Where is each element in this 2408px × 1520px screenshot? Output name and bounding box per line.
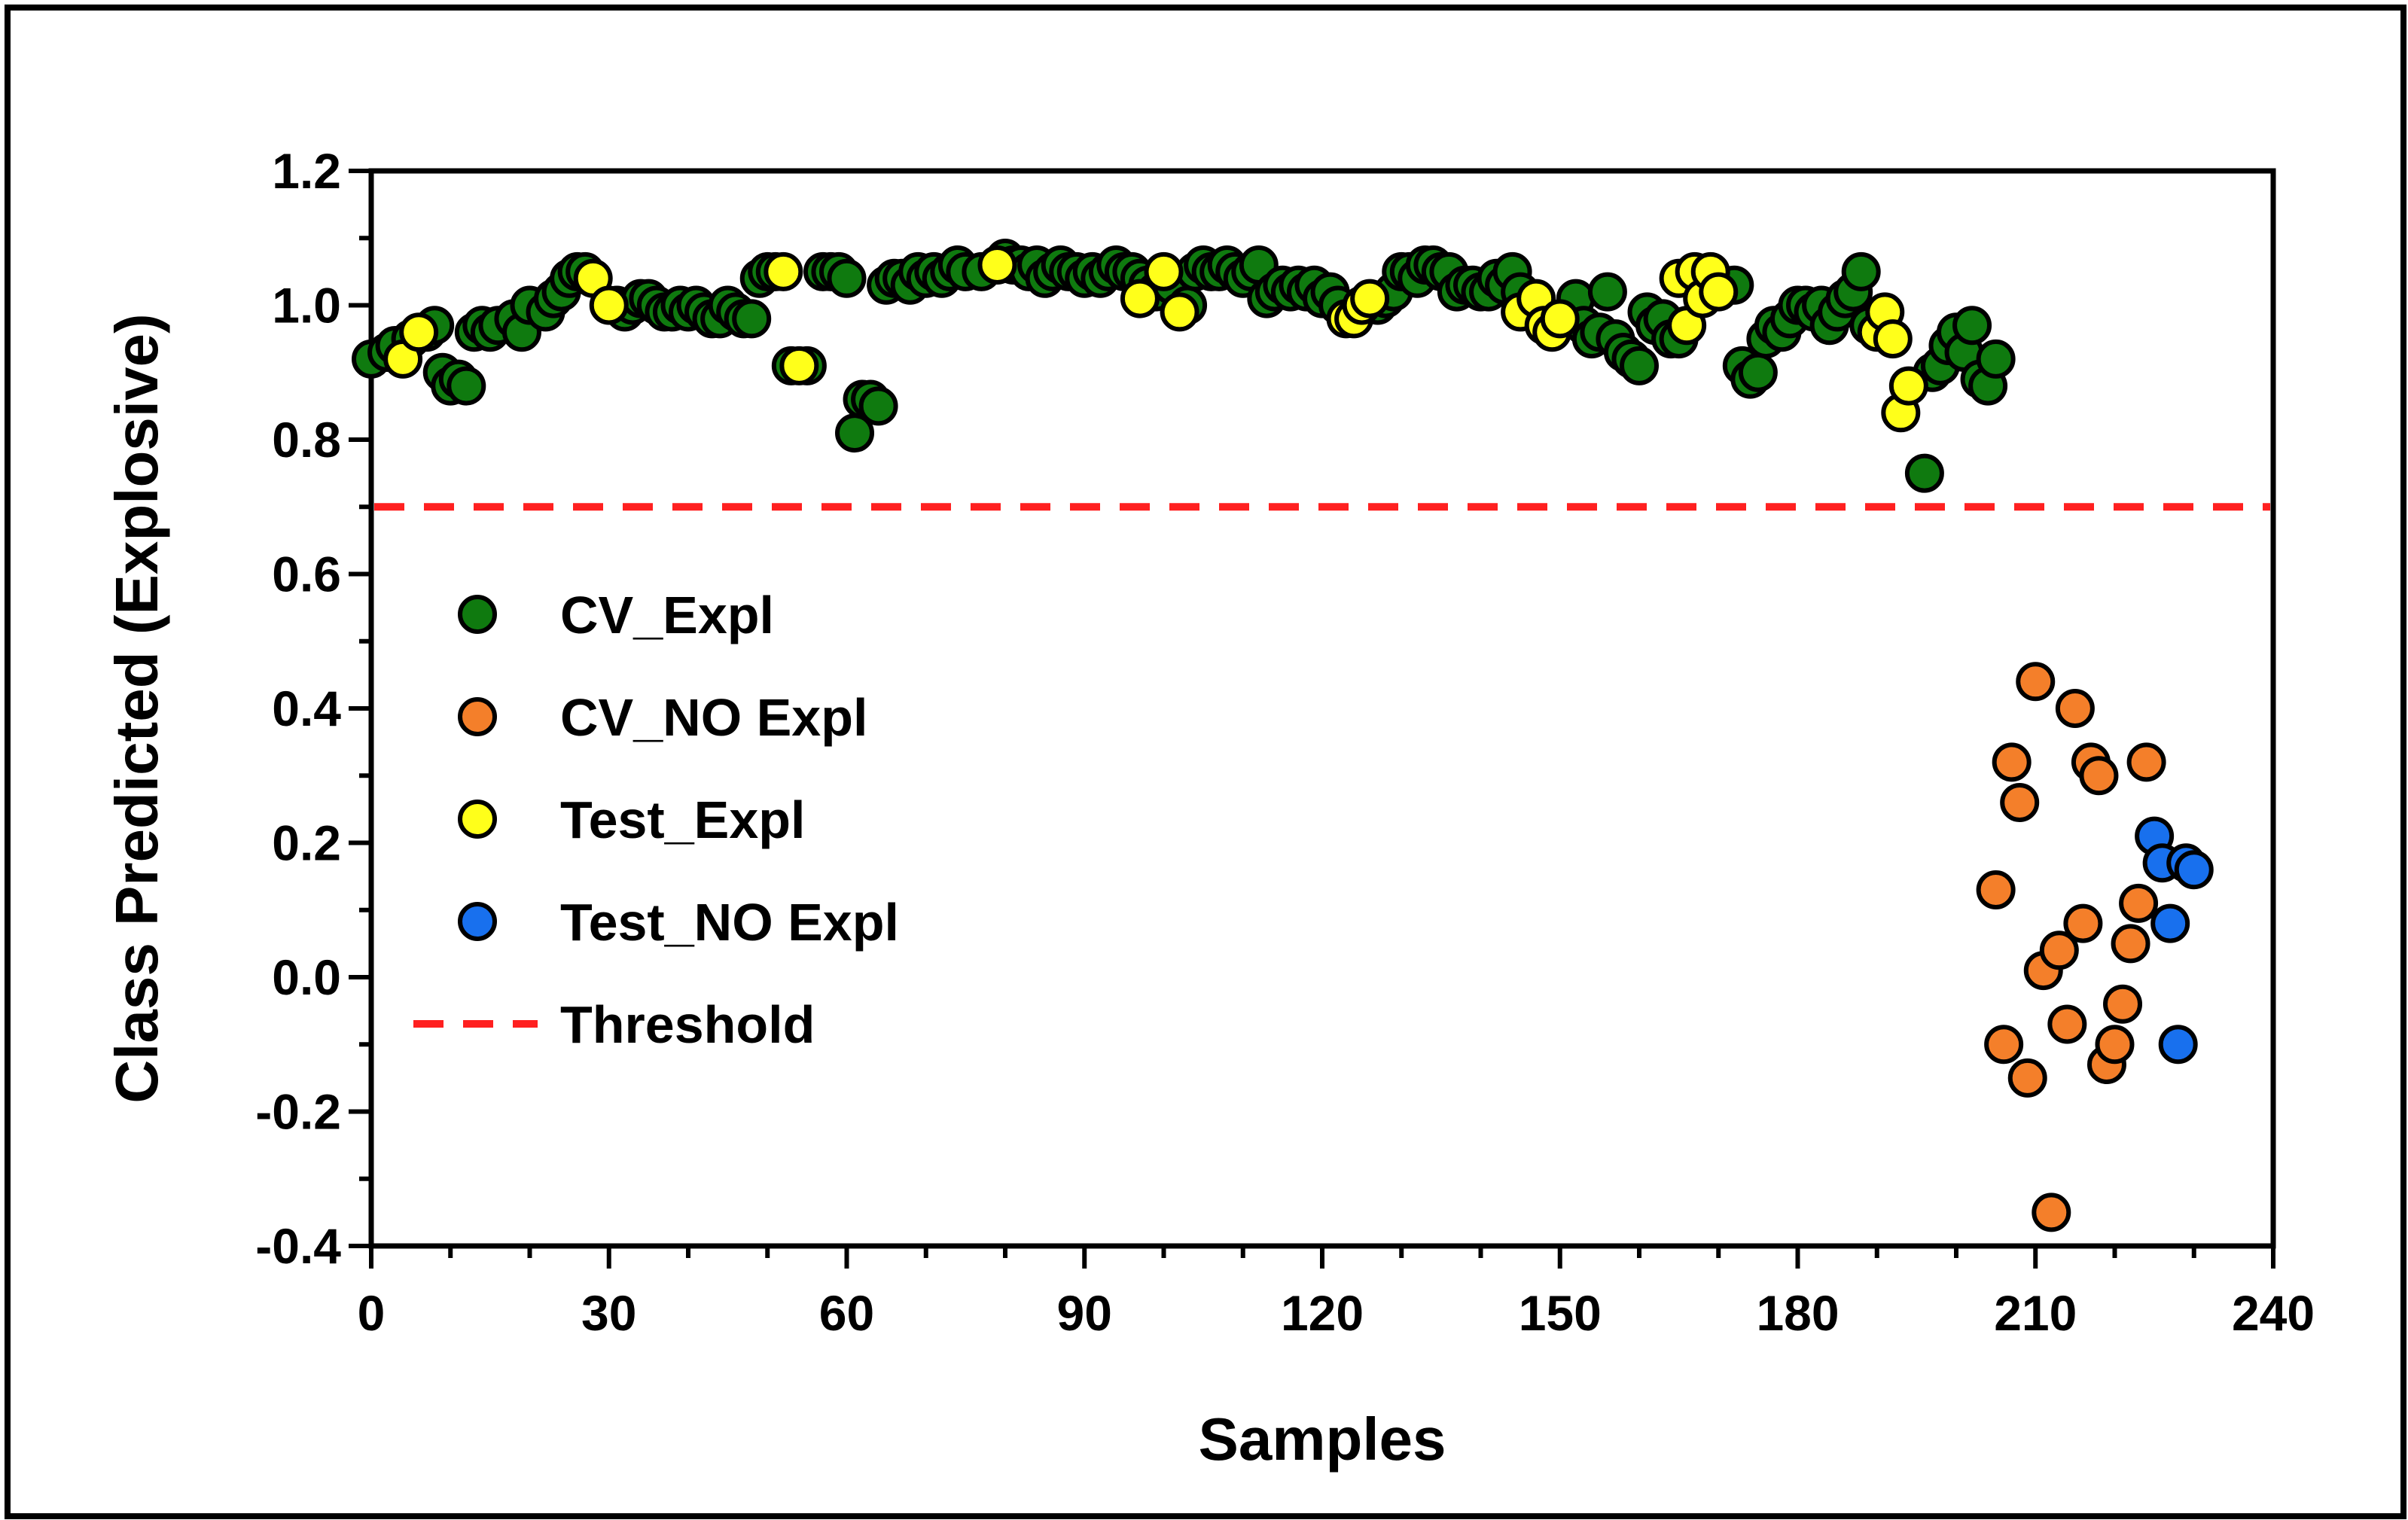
point-cv-expl — [1904, 453, 1944, 493]
point-test-expl — [399, 312, 439, 352]
point-cv-expl — [1738, 352, 1778, 392]
point-test-expl — [1699, 272, 1739, 312]
point-test-no-expl — [2174, 850, 2214, 890]
point-test-expl — [1540, 299, 1580, 339]
point-test-expl — [779, 346, 819, 385]
point-cv-no-expl — [2007, 1058, 2047, 1098]
point-cv-expl — [732, 299, 772, 339]
x-axis-title: Samples — [1198, 1406, 1446, 1473]
x-tick-label: 180 — [1756, 1285, 1839, 1341]
point-cv-no-expl — [2103, 984, 2143, 1024]
point-cv-no-expl — [1976, 870, 2016, 909]
x-tick-label: 150 — [1519, 1285, 1602, 1341]
point-test-expl — [1160, 292, 1199, 332]
legend-marker-cv-expl — [458, 595, 497, 634]
point-cv-no-expl — [1992, 742, 2032, 782]
legend-label-test-expl: Test_Expl — [560, 790, 806, 849]
point-test-expl — [1120, 279, 1160, 318]
y-tick-label: 1.0 — [272, 278, 341, 334]
point-cv-expl — [858, 386, 898, 426]
tick-marks — [349, 169, 2275, 1269]
point-cv-no-expl — [2079, 756, 2119, 796]
point-cv-no-expl — [2055, 689, 2095, 728]
point-test-expl — [764, 251, 803, 291]
legend-label-cv-no-expl: CV_NO Expl — [560, 688, 867, 747]
chart-svg: 1.2 1.0 0.8 0.6 0.4 0.2 0.0 -0.2 -0.4 0 30 60 90 120… — [103, 143, 2315, 1473]
y-tick-label: -0.4 — [255, 1218, 341, 1274]
point-test-expl — [1350, 279, 1390, 318]
y-tick-label: -0.2 — [255, 1084, 341, 1140]
legend-label-threshold: Threshold — [560, 995, 815, 1054]
point-cv-no-expl — [2000, 782, 2040, 822]
point-cv-expl — [1587, 272, 1627, 312]
point-cv-expl — [447, 366, 486, 406]
x-tick-label: 120 — [1281, 1285, 1364, 1341]
point-cv-expl — [1952, 306, 1992, 346]
legend-label-test-no-expl: Test_NO Expl — [560, 893, 899, 952]
point-test-expl — [1888, 366, 1928, 406]
x-tick-label: 60 — [819, 1285, 874, 1341]
point-cv-expl — [1841, 251, 1881, 291]
x-tick-label: 240 — [2232, 1285, 2315, 1341]
point-cv-no-expl — [2126, 742, 2166, 782]
point-cv-no-expl — [2119, 883, 2159, 923]
y-tick-label: 0.8 — [272, 412, 341, 468]
y-tick-labels: 1.2 1.0 0.8 0.6 0.4 0.2 0.0 -0.2 -0.4 — [255, 143, 341, 1274]
point-cv-no-expl — [2032, 1193, 2071, 1232]
x-tick-label: 0 — [358, 1285, 386, 1341]
y-tick-label: 1.2 — [272, 143, 341, 199]
point-cv-no-expl — [2063, 903, 2103, 943]
legend: CV_Expl CV_NO Expl Test_Expl Test_NO Expl Th… — [413, 586, 899, 1054]
point-cv-no-expl — [2016, 662, 2056, 702]
point-cv-no-expl — [2095, 1025, 2135, 1065]
x-tick-label: 90 — [1057, 1285, 1112, 1341]
point-test-expl — [1873, 319, 1913, 359]
x-tick-labels: 0 30 60 90 120 150 180 210 240 — [358, 1285, 2315, 1341]
point-test-expl — [589, 285, 629, 325]
point-cv-no-expl — [2047, 1004, 2087, 1044]
legend-label-cv-expl: CV_Expl — [560, 586, 774, 644]
point-cv-no-expl — [1984, 1025, 2024, 1065]
legend-marker-test-expl — [458, 800, 497, 839]
x-tick-label: 210 — [1994, 1285, 2077, 1341]
legend-marker-cv-no-expl — [458, 697, 497, 736]
point-cv-expl — [1620, 346, 1659, 385]
point-test-expl — [977, 245, 1017, 285]
y-axis-title: Class Predicted (Explosive) — [103, 313, 170, 1103]
y-tick-label: 0.0 — [272, 949, 341, 1005]
point-cv-no-expl — [2039, 931, 2079, 970]
legend-marker-test-no-expl — [458, 902, 497, 941]
point-cv-expl — [827, 258, 867, 298]
point-cv-expl — [1976, 339, 2016, 379]
point-test-no-expl — [2150, 903, 2190, 943]
point-test-no-expl — [2158, 1025, 2198, 1065]
chart-frame: 1.2 1.0 0.8 0.6 0.4 0.2 0.0 -0.2 -0.4 0 30 60 90 120… — [5, 5, 2406, 1519]
y-tick-label: 0.2 — [272, 815, 341, 871]
y-tick-label: 0.6 — [272, 547, 341, 602]
point-test-expl — [1144, 251, 1184, 291]
x-tick-label: 30 — [581, 1285, 636, 1341]
y-tick-label: 0.4 — [272, 681, 341, 736]
point-cv-no-expl — [2111, 924, 2150, 964]
data-points — [352, 239, 2214, 1232]
